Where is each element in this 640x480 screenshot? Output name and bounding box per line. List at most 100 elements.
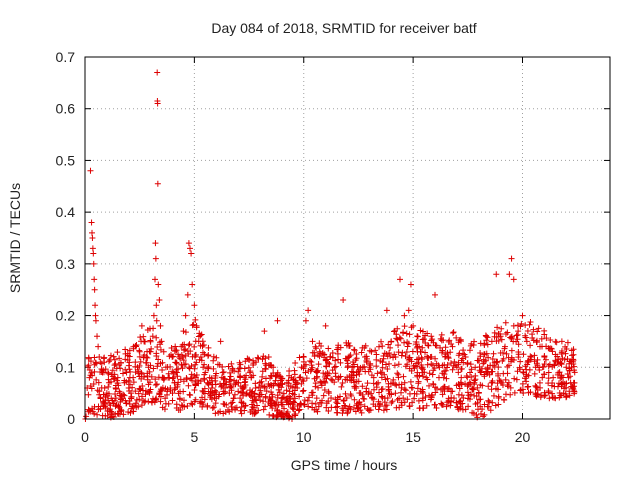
data-point [208,396,215,403]
data-point [385,387,392,394]
data-point [226,390,233,397]
data-point [502,330,509,337]
data-point [391,362,398,369]
data-point [230,381,237,388]
data-point [333,409,340,416]
data-point [126,359,133,366]
data-point [191,343,198,350]
data-point [464,360,471,367]
data-point [537,343,543,350]
data-point [296,374,303,381]
data-point [443,403,450,410]
data-point [159,367,166,374]
data-point [120,411,127,418]
data-point [530,326,537,333]
data-point [471,392,478,399]
data-point [363,359,370,366]
data-point [205,352,212,359]
x-tick-label: 10 [296,429,312,445]
data-point [166,353,173,360]
data-point [530,337,537,344]
data-point [490,362,497,369]
data-point [262,393,269,400]
data-point [462,406,469,413]
data-point [516,364,523,371]
data-point [568,347,575,354]
data-point [571,388,578,395]
data-point [351,379,358,386]
data-point [396,404,403,411]
data-point [235,388,242,395]
data-point [178,361,185,368]
data-point [542,356,549,363]
data-point [175,406,182,413]
data-point [555,369,562,376]
data-point [269,405,276,412]
data-point [567,379,574,386]
data-point [205,388,212,395]
data-point [453,334,460,341]
data-point [271,380,278,387]
data-point [205,344,212,351]
data-point [438,349,445,356]
data-point [289,405,296,412]
data-point [250,398,257,405]
data-point [547,345,554,352]
data-point [219,363,226,370]
data-point [533,360,540,367]
data-point [184,291,191,298]
data-point [252,384,259,391]
data-point [358,409,365,416]
data-point [211,387,218,394]
data-point [517,358,524,365]
data-point [262,403,269,410]
data-point [370,380,377,387]
data-point [132,359,139,366]
data-point [439,401,446,408]
data-point [563,364,570,371]
data-point [105,397,112,404]
data-point [173,369,180,376]
data-point [513,376,520,383]
data-point [237,374,244,381]
data-point [445,355,452,362]
data-point [216,391,223,398]
data-point [560,374,567,381]
data-point [423,402,430,409]
data-point [261,328,268,335]
data-point [359,344,366,351]
data-point [382,403,389,410]
data-point [566,388,573,395]
x-axis-ticks: 0 5 10 15 20 [81,57,530,445]
data-point [449,343,456,350]
data-point [532,364,539,371]
data-point [302,317,309,324]
data-point [320,392,327,399]
data-point [199,387,206,394]
data-point [257,379,263,386]
data-point [307,358,314,365]
data-point [375,379,382,386]
data-point [259,356,266,363]
data-point [188,400,195,407]
data-point [413,391,420,397]
data-point [380,407,387,414]
data-point [254,354,261,361]
data-point [107,352,114,359]
y-tick-label: 0.2 [56,308,76,324]
data-point [373,380,380,387]
data-point [173,359,180,366]
data-point [220,380,227,387]
data-point [484,364,491,371]
data-point [114,374,121,381]
data-point [304,397,311,404]
data-point [125,409,132,416]
data-point [356,404,363,411]
data-point [112,390,119,397]
data-point [297,400,304,407]
data-point [427,396,434,403]
data-point [502,343,508,350]
data-point [89,245,96,252]
data-point [155,356,162,363]
